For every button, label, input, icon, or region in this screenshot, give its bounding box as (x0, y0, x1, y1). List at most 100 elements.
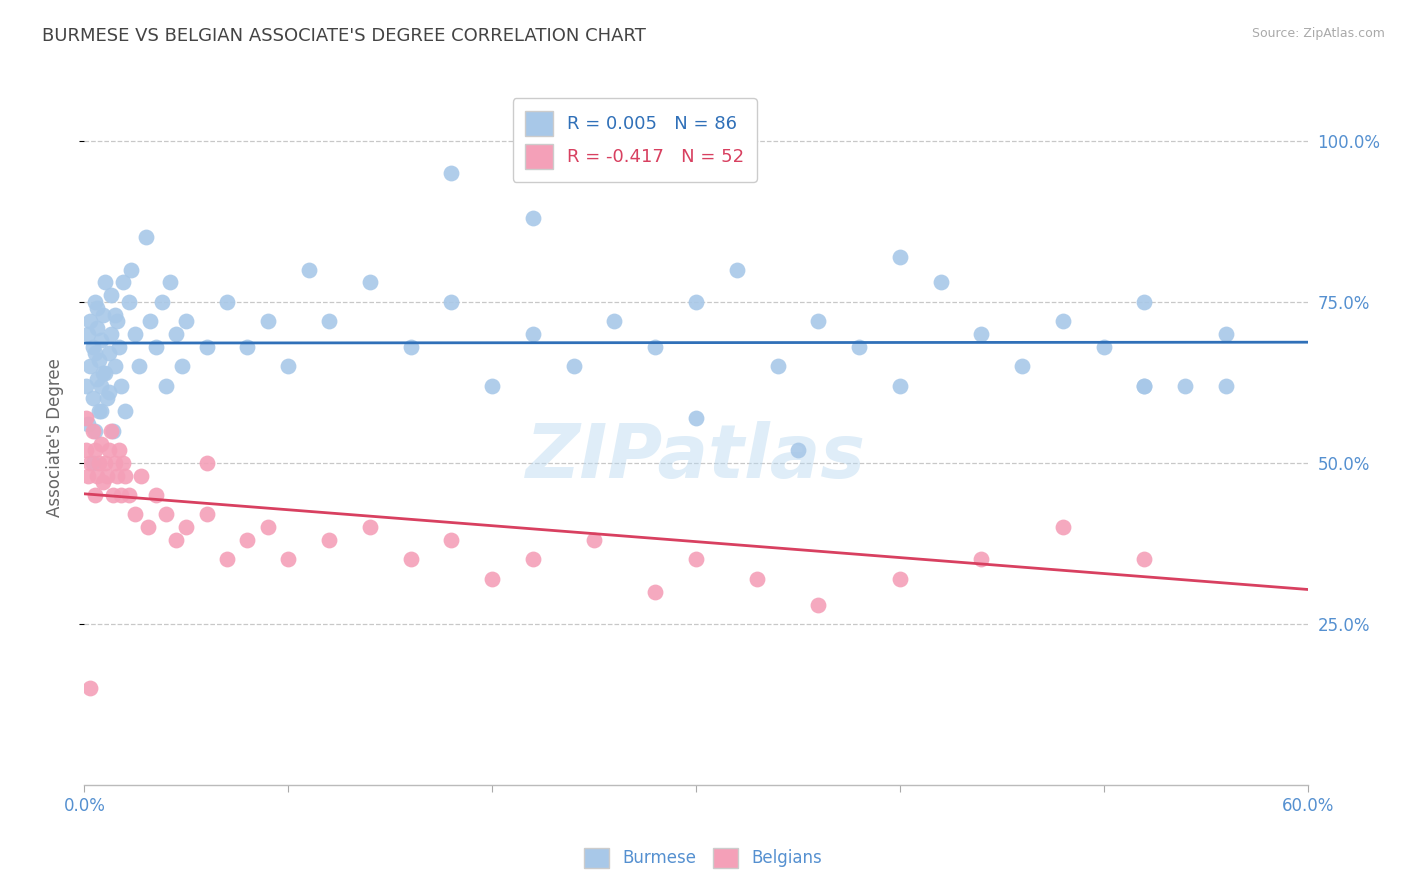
Legend: Burmese, Belgians: Burmese, Belgians (578, 841, 828, 875)
Point (889, 378, 911, 392)
Point (82, 456, 104, 470)
Point (440, 166, 463, 180)
Text: BURMESE VS BELGIAN ASSOCIATE'S DEGREE CORRELATION CHART: BURMESE VS BELGIAN ASSOCIATE'S DEGREE CO… (42, 27, 645, 45)
Point (685, 552, 707, 566)
Point (105, 314, 128, 328)
Point (136, 520, 159, 534)
Point (176, 520, 198, 534)
Point (747, 572, 769, 586)
Point (105, 468, 128, 483)
Point (685, 410, 707, 425)
Point (155, 378, 177, 392)
Point (318, 533, 340, 548)
Point (77, 417, 100, 432)
Point (108, 442, 131, 457)
Point (108, 340, 131, 354)
Point (79, 681, 101, 696)
Point (114, 468, 136, 483)
Point (145, 340, 167, 354)
Point (195, 456, 218, 470)
Point (86, 372, 108, 386)
Point (217, 552, 239, 566)
Point (79, 314, 101, 328)
Point (87, 352, 110, 367)
Point (82, 340, 104, 354)
Point (1133, 378, 1156, 392)
Y-axis label: Associate's Degree: Associate's Degree (45, 358, 63, 516)
Point (848, 340, 870, 354)
Point (91, 475, 114, 490)
Point (100, 288, 122, 302)
Point (93, 276, 117, 290)
Point (86, 468, 108, 483)
Point (110, 378, 132, 392)
Point (90, 334, 112, 348)
Point (110, 488, 132, 502)
Point (138, 314, 160, 328)
Point (644, 584, 666, 599)
Point (75, 410, 97, 425)
Point (399, 552, 422, 566)
Point (97, 346, 120, 360)
Point (195, 508, 218, 522)
Point (131, 468, 153, 483)
Point (91, 308, 114, 322)
Point (86, 320, 108, 334)
Legend: R = 0.005   N = 86, R = -0.417   N = 52: R = 0.005 N = 86, R = -0.417 N = 52 (513, 98, 756, 182)
Point (1133, 552, 1156, 566)
Point (277, 359, 299, 374)
Point (440, 533, 463, 548)
Point (522, 326, 544, 341)
Point (104, 359, 127, 374)
Point (93, 456, 117, 470)
Point (128, 359, 150, 374)
Point (236, 340, 259, 354)
Point (176, 314, 198, 328)
Point (75, 442, 97, 457)
Point (96, 392, 118, 406)
Text: Source: ZipAtlas.com: Source: ZipAtlas.com (1251, 27, 1385, 40)
Point (159, 276, 181, 290)
Point (124, 326, 146, 341)
Point (481, 378, 503, 392)
Point (100, 326, 122, 341)
Point (83, 424, 105, 438)
Point (562, 359, 585, 374)
Point (90, 436, 112, 450)
Point (481, 572, 503, 586)
Point (96, 468, 118, 483)
Point (155, 508, 177, 522)
Point (889, 250, 911, 264)
Point (135, 230, 157, 244)
Point (165, 326, 187, 341)
Point (766, 359, 789, 374)
Point (257, 314, 280, 328)
Point (970, 552, 993, 566)
Point (1215, 326, 1237, 341)
Point (298, 262, 321, 277)
Point (440, 294, 463, 309)
Point (104, 456, 127, 470)
Point (100, 424, 122, 438)
Point (1215, 378, 1237, 392)
Point (112, 456, 135, 470)
Point (90, 378, 112, 392)
Point (318, 314, 340, 328)
Point (165, 533, 187, 548)
Point (112, 276, 135, 290)
Point (1133, 294, 1156, 309)
Point (83, 294, 105, 309)
Point (145, 488, 167, 502)
Point (644, 340, 666, 354)
Point (77, 326, 100, 341)
Point (725, 262, 748, 277)
Point (86, 301, 108, 316)
Point (970, 326, 993, 341)
Point (1174, 378, 1197, 392)
Point (91, 366, 114, 380)
Point (90, 404, 112, 418)
Point (124, 508, 146, 522)
Point (217, 294, 239, 309)
Point (807, 314, 830, 328)
Point (1092, 340, 1115, 354)
